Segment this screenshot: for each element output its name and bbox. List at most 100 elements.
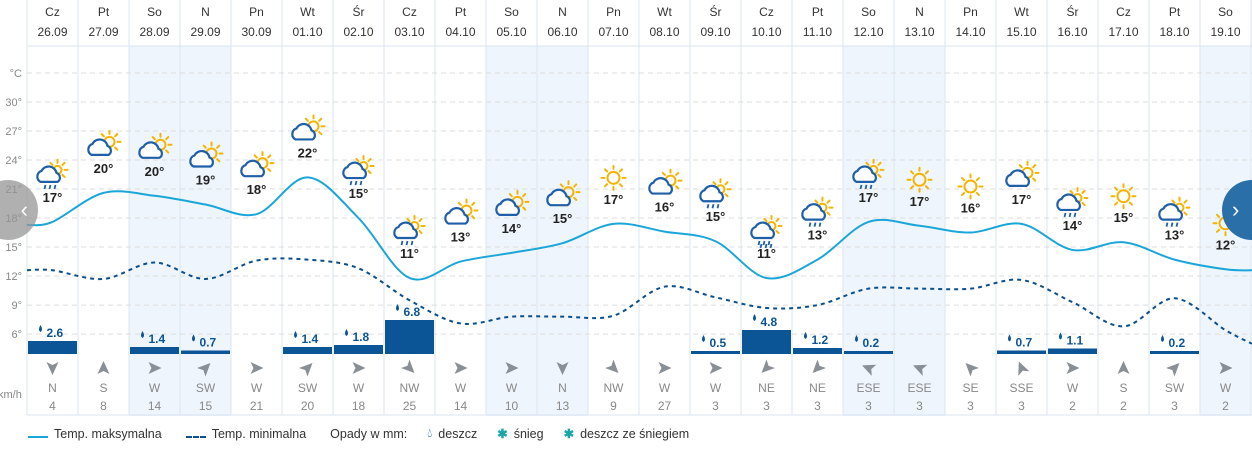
sun-ray [318,131,323,136]
day-of-week: Pt [812,5,824,19]
precip-bar [691,351,740,354]
wind-arrow-icon [605,359,619,373]
day-of-week: Cz [759,5,774,19]
max-temp-label: 12° [1216,237,1236,252]
max-temp-label: 14° [502,221,522,236]
wind-speed: 14 [454,399,468,413]
cloud-sun-icon [546,180,581,207]
day-of-week: So [147,5,162,19]
precip-value: 0.2 [863,336,880,350]
wind-direction: W [710,381,722,395]
sun-ray [1216,228,1221,233]
day-of-week: N [201,5,210,19]
sun-ray [910,185,915,190]
sun-ray [1216,213,1221,218]
cloud-sun-icon [87,129,122,156]
y-tick-label: 6° [11,329,22,341]
wind-arrow-icon [1219,362,1233,374]
day-of-week: Śr [1067,4,1079,19]
precip-label: 1.4 [141,331,166,346]
wind-speed: 2 [1069,399,1076,413]
max-temp-label: 16° [961,201,981,216]
precip-value: 0.5 [710,336,727,350]
wind-arrow-icon [761,359,775,373]
cloud-shape [546,188,571,207]
day-of-week: N [915,5,924,19]
sun-ray [508,193,513,198]
drop-icon [1161,335,1164,342]
wind-speed: 3 [967,399,974,413]
cloud-shape [87,138,112,156]
max-temp-label: 13° [1165,228,1185,243]
max-temp-label: 17° [859,190,879,205]
cloud-shape [291,122,316,141]
y-tick-label: 30° [5,97,22,109]
date-label: 12.10 [853,25,883,39]
raindrop [813,222,817,227]
day-of-week: Śr [353,4,365,19]
day-of-week: So [861,5,876,19]
y-tick-label: 9° [11,300,22,312]
precip-value: 4.8 [761,315,778,329]
wind-arrow-icon [299,363,313,377]
day-of-week: Pt [1169,5,1181,19]
max-temp-label: 15° [553,211,573,226]
precip-bar [28,341,77,354]
precip-bar [385,320,434,354]
wind-arrow-icon [812,359,826,373]
sun-ray [573,183,578,188]
date-label: 28.09 [139,25,169,39]
sun-ray [573,196,578,201]
date-label: 05.10 [496,25,526,39]
sun-ray [61,173,66,178]
wind-arrow-icon [1117,361,1130,374]
wind-direction: ESE [907,381,931,395]
max-temp-label: 20° [145,164,165,179]
drop-icon [1059,332,1062,340]
precip-value: 1.2 [812,333,829,347]
chevron-left-icon: ‹ [20,197,28,222]
sun-ray [253,154,258,159]
max-temp-label: 20° [94,161,114,176]
sun-ray [1018,164,1023,169]
date-label: 09.10 [700,25,730,39]
drop-icon [396,304,399,311]
precip-label: 1.8 [345,329,370,344]
precip-value: 2.6 [47,326,64,340]
precip-label: 2.6 [39,325,64,340]
max-temp-label: 15° [1114,210,1134,225]
weekend-shade [537,46,588,416]
precip-value: 0.7 [200,336,217,350]
raindrop [767,240,771,246]
sun-ray [1114,186,1119,191]
day-of-week: Cz [1116,5,1131,19]
sun-ray [826,199,831,204]
cloud-shape [750,221,775,240]
sun-ray [1128,186,1133,191]
weekend-shade [129,46,180,416]
day-of-week: So [504,5,519,19]
wind-speed: 27 [658,399,672,413]
sun-ray [49,161,54,166]
sun-ray [961,191,966,197]
sun-ray [522,193,527,198]
precip-bar [283,347,332,354]
max-temp-label: 15° [349,186,369,201]
raindrop [864,184,868,190]
rain-sun-icon [393,214,426,246]
weekend-shade [486,46,537,416]
wind-speed: 3 [712,399,719,413]
wind-arrow-icon [862,364,877,376]
wind-arrow-icon [965,363,979,377]
cloud-shape [495,198,520,216]
drop-icon [294,331,297,338]
raindrop [859,184,863,190]
sun-ray [216,158,221,163]
day-of-week: Pt [455,5,467,19]
wind-arrow-icon [97,361,110,374]
cloud-shape [189,149,214,168]
day-of-week: Wt [1014,5,1029,19]
wind-direction: SW [1165,381,1185,395]
sun-ray [724,193,729,198]
